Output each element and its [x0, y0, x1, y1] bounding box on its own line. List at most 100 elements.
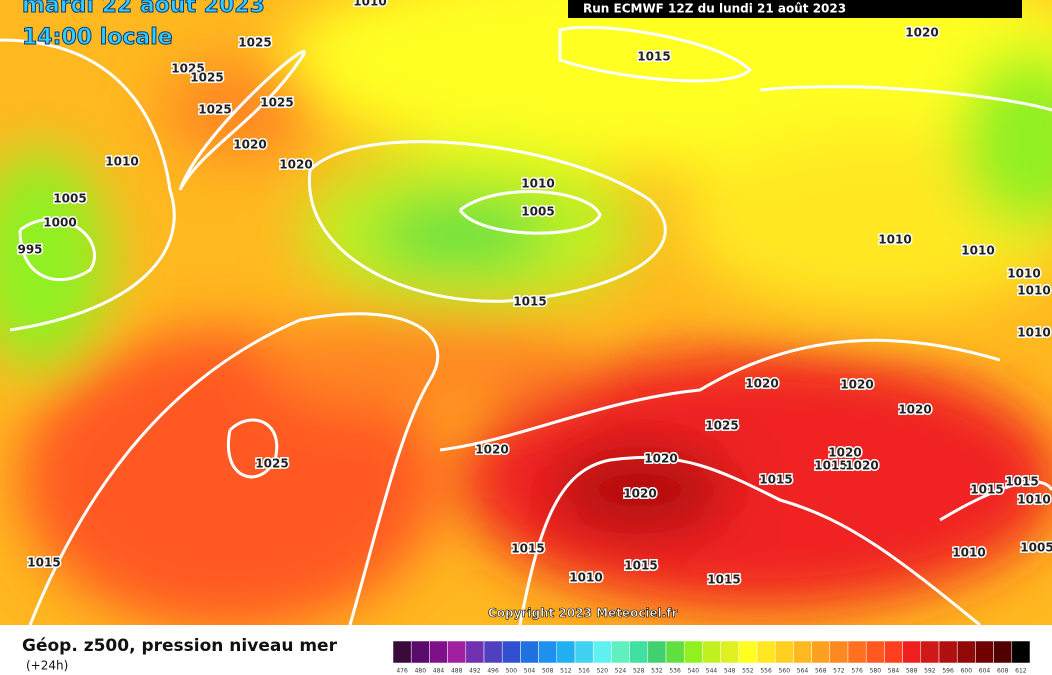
scale-label: 484 — [433, 668, 445, 675]
isobar-label: 1025 — [705, 419, 738, 433]
scale-label: 488 — [451, 668, 463, 675]
isobar-label: 1015 — [970, 483, 1003, 497]
scale-label: 476 — [396, 668, 408, 675]
scale-swatch — [956, 640, 976, 664]
footer-lead: (+24h) — [26, 659, 68, 673]
scale-label: 500 — [506, 668, 518, 675]
scale-label: 548 — [724, 668, 736, 675]
scale-swatch — [556, 640, 576, 664]
isobar-label: 1025 — [260, 96, 293, 110]
isobar-label: 1010 — [1007, 267, 1040, 281]
isobar-label: 1010 — [569, 571, 602, 585]
isobar-label: 1010 — [878, 233, 911, 247]
scale-swatch — [392, 640, 412, 664]
isobar-label: 1020 — [475, 443, 508, 457]
isobar-label: 1005 — [1020, 541, 1052, 555]
isobar-label: 1025 — [198, 103, 231, 117]
scale-label: 532 — [651, 668, 663, 675]
scale-swatch — [884, 640, 903, 664]
copyright: Copyright 2023 Meteociel.fr — [488, 606, 678, 620]
scale-swatch — [683, 640, 703, 664]
scale-swatch — [865, 640, 885, 664]
isobar-label: 1010 — [1017, 284, 1050, 298]
isobar-label: 1020 — [828, 446, 861, 460]
isobar-label: 1020 — [845, 459, 878, 473]
isobar-label: 1015 — [624, 559, 657, 573]
scale-swatch — [483, 640, 503, 664]
isobar-label: 1025 — [255, 457, 288, 471]
scale-label: 568 — [815, 668, 827, 675]
isobar-label: 1015 — [27, 556, 60, 570]
isobar-label: 1015 — [637, 50, 670, 64]
scale-label: 560 — [779, 668, 791, 675]
scale-swatch — [938, 640, 958, 664]
scale-swatch — [447, 640, 467, 664]
scale-swatch — [993, 640, 1013, 664]
footer-title: Géop. z500, pression niveau mer — [22, 636, 338, 656]
isobar-label: 1015 — [759, 473, 792, 487]
isobar-label: 1015 — [814, 459, 847, 473]
isobar-label: 1010 — [961, 244, 994, 258]
scale-label: 492 — [469, 668, 481, 675]
isobar-label: 995 — [17, 243, 42, 257]
scale-swatch — [975, 640, 994, 664]
scale-swatch — [520, 640, 539, 664]
scale-label: 588 — [906, 668, 918, 675]
scale-label: 572 — [833, 668, 845, 675]
isobar-label: 1020 — [644, 452, 677, 466]
scale-label: 508 — [542, 668, 554, 675]
scale-swatch — [647, 640, 667, 664]
scale-swatch — [611, 640, 630, 664]
scale-label: 584 — [888, 668, 900, 675]
scale-label: 480 — [415, 668, 427, 675]
scale-label: 544 — [706, 668, 718, 675]
scale-label: 596 — [942, 668, 954, 675]
scale-label: 612 — [1015, 668, 1027, 675]
scale-label: 564 — [797, 668, 809, 675]
scale-label: 608 — [997, 668, 1009, 675]
scale-label: 556 — [760, 668, 772, 675]
scale-swatch — [756, 640, 776, 664]
isobar-label: 1025 — [238, 36, 271, 50]
isobar-label: 1020 — [840, 378, 873, 392]
isobar-label: 1020 — [623, 487, 656, 501]
isobar-label: 1010 — [353, 0, 386, 9]
isobar-label: 1025 — [171, 62, 204, 76]
scale-swatch — [738, 640, 758, 664]
scale-label: 604 — [979, 668, 991, 675]
isobar-label: 1020 — [279, 158, 312, 172]
scale-label: 576 — [851, 668, 863, 675]
scale-swatch — [793, 640, 812, 664]
scale-label: 496 — [487, 668, 499, 675]
isobar-label: 1020 — [905, 26, 938, 40]
isobar-label: 1010 — [1017, 493, 1050, 507]
scale-swatch — [811, 640, 831, 664]
isobars — [0, 25, 1052, 627]
scale-swatch — [501, 640, 521, 664]
scale-label: 580 — [870, 668, 882, 675]
scale-swatch — [902, 640, 922, 664]
scale-swatch — [465, 640, 485, 664]
scale-swatch — [774, 640, 794, 664]
run-info: Run ECMWF 12Z du lundi 21 août 2023 — [583, 2, 846, 16]
isobar-label: 1010 — [521, 177, 554, 191]
isobar-label: 1015 — [1005, 475, 1038, 489]
run-banner — [568, 0, 1022, 18]
scale-swatch — [574, 640, 594, 664]
scale-swatch — [665, 640, 685, 664]
scale-label: 592 — [924, 668, 936, 675]
scale-label: 520 — [597, 668, 609, 675]
scale-swatch — [538, 640, 558, 664]
isobar-label: 1010 — [1017, 326, 1050, 340]
scale-swatch — [1011, 640, 1031, 664]
isobar-label: 1000 — [43, 216, 76, 230]
color-scale: 476 480 484 488 492 496 500 504 508 512 516 520 524 5… — [392, 640, 1031, 675]
isobar-label: 1020 — [745, 377, 778, 391]
map-field — [0, 0, 1052, 630]
scale-swatch — [410, 640, 430, 664]
scale-swatch — [829, 640, 849, 664]
isobar-label: 1015 — [513, 295, 546, 309]
